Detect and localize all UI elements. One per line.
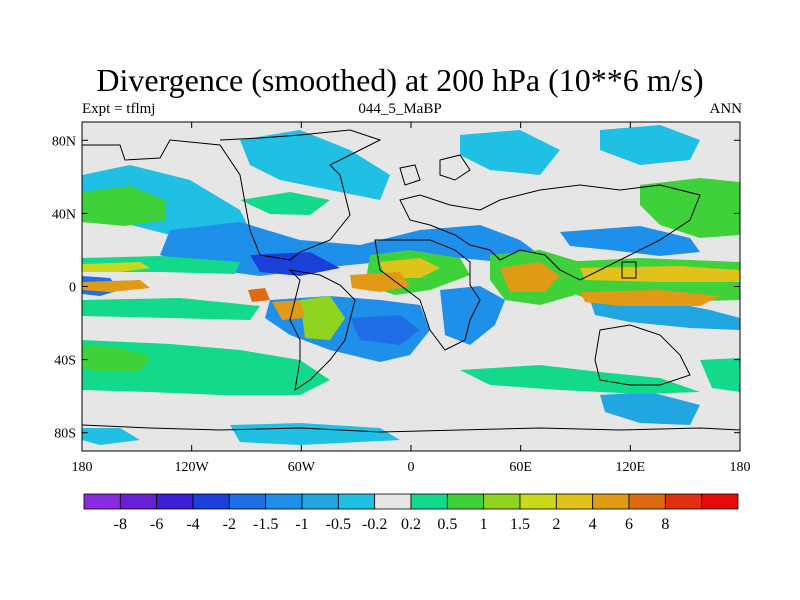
colorbar-label: -2 — [223, 516, 236, 533]
x-tick-label: 60W — [288, 460, 316, 475]
colorbar-label: 8 — [661, 516, 669, 533]
colorbar-label: -1.5 — [253, 516, 278, 533]
y-tick-label: 40S — [54, 354, 76, 369]
y-tick-label: 0 — [69, 281, 76, 296]
colorbar-swatch — [555, 493, 594, 510]
x-axis: 180 120W 60W 0 60E 120E 180 — [72, 122, 751, 475]
y-tick-label: 80S — [54, 427, 76, 442]
colorbar-swatch — [664, 493, 703, 510]
colorbar-swatch — [592, 493, 630, 510]
colorbar-swatch — [374, 493, 412, 510]
x-tick-label: 120E — [616, 460, 646, 475]
strong-divergence-regions — [82, 258, 740, 320]
coastlines — [82, 129, 740, 433]
x-tick-label: 180 — [72, 460, 93, 475]
colorbar-label: -1 — [295, 516, 308, 533]
x-tick-label: 0 — [408, 460, 415, 475]
colorbar-swatch — [410, 493, 448, 510]
y-axis: 80N 40N 0 40S 80S — [52, 134, 740, 442]
colorbar-label: -6 — [150, 516, 163, 533]
colorbar-label: -4 — [186, 516, 199, 533]
colorbar-swatch — [265, 493, 303, 510]
colorbar-swatch — [483, 493, 521, 510]
colorbar-label: 0.5 — [437, 516, 457, 533]
colorbar-label: 6 — [625, 516, 633, 533]
colorbar-swatch — [701, 493, 739, 510]
x-tick-label: 120W — [175, 460, 210, 475]
season-label: ANN — [709, 101, 743, 117]
colorbar-label: -0.2 — [362, 516, 387, 533]
map-title: Divergence (smoothed) at 200 hPa (10**6 … — [96, 62, 704, 98]
colorbar-label: 2 — [552, 516, 560, 533]
colorbar-label: -0.5 — [326, 516, 351, 533]
colorbar-swatch — [83, 493, 121, 510]
y-tick-label: 80N — [52, 134, 76, 149]
period-label: 044_5_MaBP — [358, 101, 442, 117]
colorbar-swatch — [446, 493, 485, 510]
colorbar: -8 -6 -4 -2 -1.5 -1 -0.5 -0.2 0.2 0.5 1 1.5 2 4 6 8 — [83, 493, 739, 533]
colorbar-swatch — [228, 493, 267, 510]
colorbar-swatch — [119, 493, 158, 510]
x-tick-label: 180 — [730, 460, 751, 475]
y-tick-label: 40N — [52, 207, 76, 222]
colorbar-label: 4 — [589, 516, 597, 533]
convergence-regions — [82, 125, 740, 445]
colorbar-swatch — [301, 493, 339, 510]
colorbar-swatch — [192, 493, 230, 510]
colorbar-label: 1 — [480, 516, 488, 533]
colorbar-swatch — [519, 493, 557, 510]
colorbar-swatch — [337, 493, 376, 510]
x-tick-label: 60E — [509, 460, 532, 475]
colorbar-label: 0.2 — [401, 516, 421, 533]
colorbar-label: -8 — [114, 516, 127, 533]
colorbar-label: 1.5 — [510, 516, 530, 533]
colorbar-swatch — [628, 493, 666, 510]
colorbar-swatch — [156, 493, 194, 510]
experiment-label: Expt = tflmj — [82, 101, 156, 117]
